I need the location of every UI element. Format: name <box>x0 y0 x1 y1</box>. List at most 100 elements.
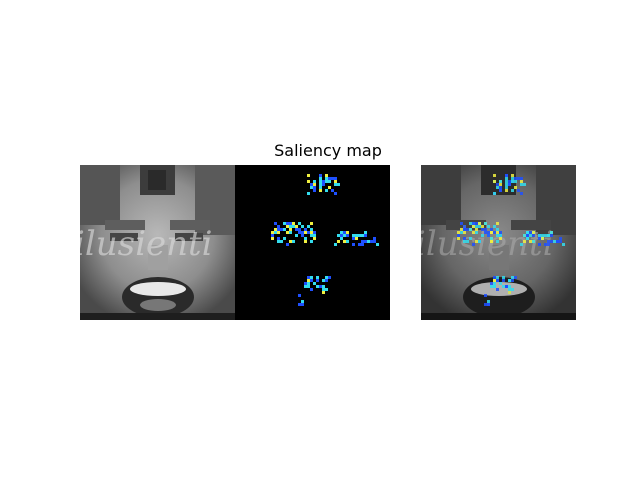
saliency-pixel <box>322 180 325 183</box>
saliency-pixel <box>310 276 313 279</box>
saliency-pixel <box>457 237 460 240</box>
saliency-pixel <box>532 240 535 243</box>
saliency-pixel <box>559 240 562 243</box>
saliency-pixel <box>304 240 307 243</box>
saliency-pixel <box>307 276 310 279</box>
saliency-pixel <box>484 231 487 234</box>
saliency-pixel <box>502 279 505 282</box>
saliency-pixel <box>322 291 325 294</box>
saliency-pixel <box>496 222 499 225</box>
saliency-pixel <box>460 231 463 234</box>
saliency-pixel <box>307 180 310 183</box>
saliency-pixel <box>487 225 490 228</box>
saliency-pixel <box>334 192 337 195</box>
saliency-pixel <box>526 237 529 240</box>
saliency-pixel <box>274 228 277 231</box>
saliency-pixel <box>277 237 280 240</box>
saliency-pixel <box>343 231 346 234</box>
saliency-pixel <box>280 240 283 243</box>
saliency-pixel <box>538 243 541 246</box>
saliency-pixel <box>334 180 337 183</box>
saliency-pixel <box>367 240 370 243</box>
saliency-pixel <box>328 276 331 279</box>
watermark-text: ilusienti <box>80 224 213 264</box>
saliency-pixel <box>298 303 301 306</box>
saliency-pixel <box>547 243 550 246</box>
saliency-pixel <box>526 234 529 237</box>
saliency-pixel <box>346 231 349 234</box>
saliency-pixel <box>514 177 517 180</box>
saliency-pixel <box>469 237 472 240</box>
saliency-pixel <box>511 177 514 180</box>
saliency-pixel <box>487 300 490 303</box>
saliency-pixel <box>511 189 514 192</box>
saliency-pixel <box>295 234 298 237</box>
saliency-pixel <box>319 180 322 183</box>
saliency-pixel <box>493 231 496 234</box>
saliency-pixel <box>328 186 331 189</box>
saliency-pixel <box>544 243 547 246</box>
saliency-pixel <box>334 243 337 246</box>
saliency-pixel <box>532 231 535 234</box>
saliency-pixel <box>460 222 463 225</box>
saliency-pixel <box>343 240 346 243</box>
saliency-pixel <box>325 177 328 180</box>
saliency-pixel <box>373 237 376 240</box>
saliency-pixel <box>508 285 511 288</box>
saliency-pixel <box>520 180 523 183</box>
saliency-pixel <box>298 231 301 234</box>
saliency-pixel <box>358 234 361 237</box>
saliency-pixel <box>376 243 379 246</box>
saliency-pixel <box>520 192 523 195</box>
saliency-pixel <box>466 240 469 243</box>
saliency-pixel <box>310 288 313 291</box>
saliency-pixel <box>541 237 544 240</box>
saliency-pixel <box>361 240 364 243</box>
saliency-pixel <box>511 174 514 177</box>
saliency-pixel <box>517 177 520 180</box>
saliency-pixel <box>541 234 544 237</box>
saliency-pixel <box>331 189 334 192</box>
saliency-pixel <box>310 234 313 237</box>
saliency-pixel <box>463 228 466 231</box>
saliency-pixel <box>307 174 310 177</box>
saliency-pixel <box>469 228 472 231</box>
saliency-pixel <box>283 228 286 231</box>
saliency-pixel <box>490 282 493 285</box>
saliency-pixel <box>277 231 280 234</box>
saliency-pixel <box>520 177 523 180</box>
saliency-pixel <box>289 240 292 243</box>
saliency-pixel <box>493 225 496 228</box>
saliency-pixel <box>289 225 292 228</box>
saliency-pixel <box>316 279 319 282</box>
saliency-pixel <box>508 183 511 186</box>
saliency-pixel <box>472 243 475 246</box>
saliency-pixel <box>352 237 355 240</box>
saliency-pixel <box>292 222 295 225</box>
saliency-pixel <box>493 285 496 288</box>
saliency-pixel <box>523 183 526 186</box>
saliency-pixel <box>325 174 328 177</box>
saliency-pixel <box>499 180 502 183</box>
saliency-pixel <box>304 282 307 285</box>
saliency-pixel <box>490 240 493 243</box>
saliency-pixel <box>301 234 304 237</box>
saliency-pixel <box>346 234 349 237</box>
saliency-pixel <box>298 228 301 231</box>
saliency-pixel <box>457 231 460 234</box>
saliency-pixel <box>346 240 349 243</box>
saliency-pixel <box>352 243 355 246</box>
saliency-pixel <box>493 174 496 177</box>
saliency-pixel <box>304 228 307 231</box>
saliency-pixel <box>292 240 295 243</box>
saliency-heatmap <box>235 165 390 320</box>
saliency-pixel <box>328 177 331 180</box>
saliency-pixel <box>505 183 508 186</box>
saliency-pixel <box>277 240 280 243</box>
saliency-pixel <box>529 231 532 234</box>
saliency-pixel <box>463 225 466 228</box>
saliency-pixel <box>493 276 496 279</box>
saliency-pixel <box>328 180 331 183</box>
saliency-pixel <box>499 189 502 192</box>
saliency-pixel <box>550 240 553 243</box>
